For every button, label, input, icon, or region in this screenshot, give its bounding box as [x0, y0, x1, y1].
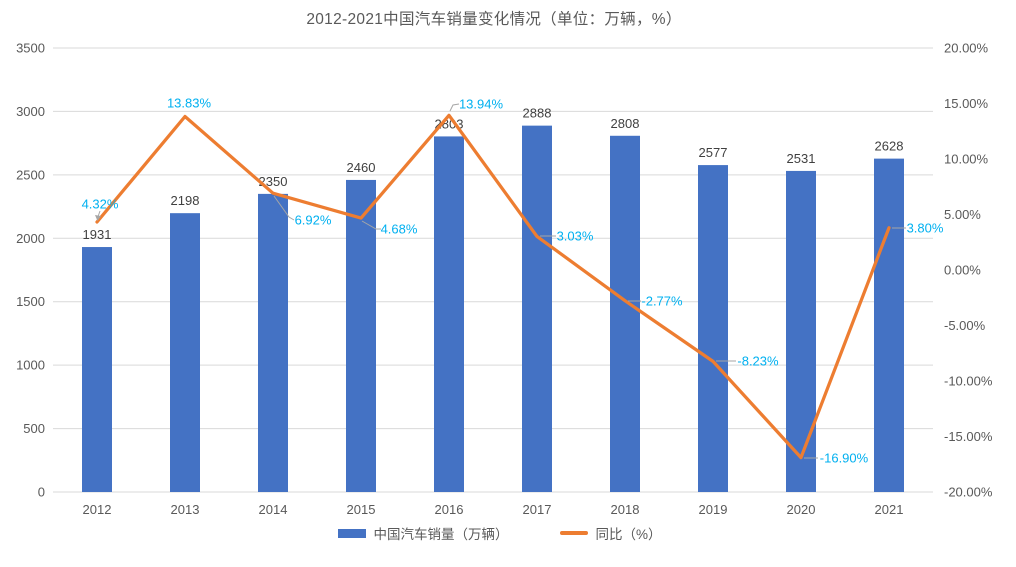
yoy-value-label: 3.03% — [557, 229, 594, 244]
bar-2017 — [522, 125, 552, 493]
x-axis-tick-label: 2019 — [699, 502, 728, 517]
x-axis-tick-label: 2021 — [875, 502, 904, 517]
x-axis-tick-label: 2012 — [83, 502, 112, 517]
y-axis-right-tick-label: -5.00% — [944, 318, 986, 333]
bar-value-label: 1931 — [83, 227, 112, 242]
y-axis-right-tick-label: 0.00% — [944, 263, 981, 278]
bar-2019 — [698, 165, 728, 492]
yoy-value-label: 3.80% — [907, 221, 944, 236]
yoy-value-label: -2.77% — [641, 294, 683, 309]
y-axis-left-tick-label: 2000 — [16, 231, 45, 246]
y-axis-left-tick-label: 2500 — [16, 167, 45, 182]
bar-value-label: 2460 — [347, 160, 376, 175]
legend-bar-label: 中国汽车销量（万辆） — [373, 527, 509, 542]
y-axis-right-tick-label: -15.00% — [944, 429, 993, 444]
legend: 中国汽车销量（万辆） 同比（%） — [0, 523, 1000, 543]
x-axis-tick-label: 2014 — [259, 502, 288, 517]
bar-value-label: 2198 — [171, 193, 200, 208]
label-leader-line — [273, 195, 295, 221]
yoy-line — [95, 113, 891, 460]
yoy-value-label: 4.68% — [381, 222, 418, 237]
legend-item-yoy: 同比（%） — [560, 523, 662, 543]
y-axis-right-tick-label: -20.00% — [944, 485, 993, 500]
yoy-value-label: 6.92% — [295, 213, 332, 228]
bar-value-label: 2350 — [259, 174, 288, 189]
bar-value-label: 2808 — [611, 116, 640, 131]
y-axis-right-tick-label: 5.00% — [944, 207, 981, 222]
y-axis-left-tick-label: 500 — [23, 421, 45, 436]
yoy-value-label: -16.90% — [820, 451, 869, 466]
leader-arrowhead-icon — [95, 215, 101, 221]
y-axis-left-tick-label: 0 — [38, 485, 45, 500]
y-axis-right-tick-label: -10.00% — [944, 374, 993, 389]
label-leader-line — [361, 220, 381, 230]
bar-2021 — [874, 158, 904, 492]
bar-value-label: 2577 — [699, 145, 728, 160]
legend-item-sales: 中国汽车销量（万辆） — [338, 523, 508, 543]
y-axis-left-tick-label: 3000 — [16, 104, 45, 119]
y-axis-right-tick-label: 15.00% — [944, 96, 989, 111]
x-axis-tick-label: 2015 — [347, 502, 376, 517]
yoy-value-label: -8.23% — [737, 354, 779, 369]
bar-2015 — [346, 179, 376, 492]
bar-2018 — [610, 135, 640, 492]
yoy-value-label: 13.94% — [459, 97, 504, 112]
y-axis-right-tick-label: 20.00% — [944, 41, 989, 56]
bar-2012 — [82, 247, 112, 492]
bar-value-label: 2531 — [787, 151, 816, 166]
bar-2016 — [434, 136, 464, 492]
x-axis-tick-label: 2020 — [787, 502, 816, 517]
bar-2013 — [170, 213, 200, 492]
x-axis-tick-label: 2016 — [435, 502, 464, 517]
x-axis-tick-label: 2017 — [523, 502, 552, 517]
y-axis-left-tick-label: 3500 — [16, 41, 45, 56]
y-axis-left-tick-label: 1500 — [16, 294, 45, 309]
yoy-value-label: 4.32% — [82, 197, 119, 212]
bar-value-label: 2628 — [875, 139, 904, 154]
bar-series-swatch-icon — [338, 528, 367, 538]
bar-2014 — [258, 193, 288, 492]
yoy-value-label: 13.83% — [167, 96, 212, 111]
bar-value-label: 2888 — [523, 106, 552, 121]
line-series-swatch-icon — [560, 531, 589, 535]
legend-line-label: 同比（%） — [595, 527, 662, 542]
x-axis-tick-label: 2018 — [611, 502, 640, 517]
label-leader-line — [449, 103, 460, 112]
y-axis-right-tick-label: 10.00% — [944, 152, 989, 167]
x-axis-tick-label: 2013 — [171, 502, 200, 517]
y-axis-left-tick-label: 1000 — [16, 358, 45, 373]
bar-2020 — [786, 170, 816, 493]
chart-title: 2012-2021中国汽车销量变化情况（单位：万辆，%） — [306, 11, 682, 28]
